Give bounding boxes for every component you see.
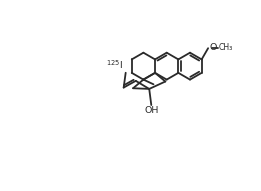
Text: OH: OH (145, 106, 159, 115)
Text: $^{125}$I: $^{125}$I (106, 59, 123, 71)
Text: O: O (209, 44, 217, 53)
Text: CH₃: CH₃ (219, 44, 233, 53)
